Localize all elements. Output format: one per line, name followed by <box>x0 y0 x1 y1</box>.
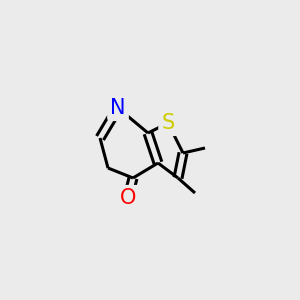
Text: S: S <box>161 113 175 133</box>
Text: N: N <box>110 98 126 118</box>
Text: O: O <box>120 188 136 208</box>
